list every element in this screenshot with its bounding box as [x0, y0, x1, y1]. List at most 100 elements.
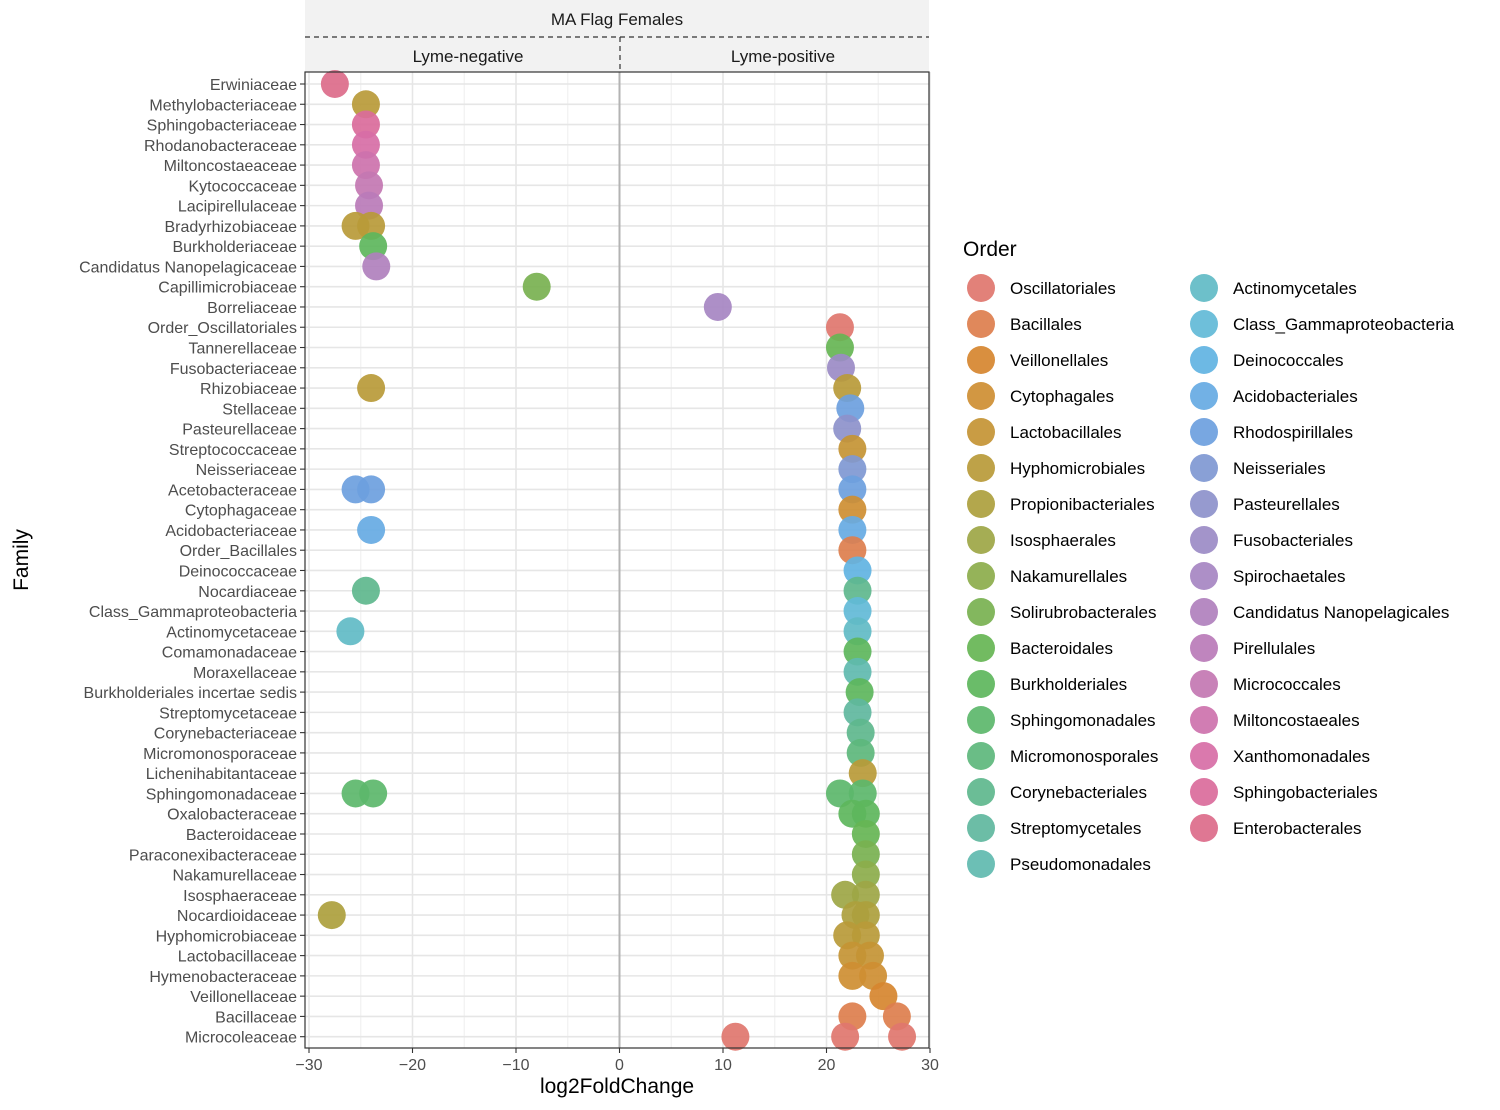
legend-label-rhodospirillales: Rhodospirillales — [1233, 423, 1353, 442]
point-bradyrhizobiaceae — [357, 211, 386, 240]
point-actinomycetaceae — [843, 617, 872, 646]
point-moraxellaceae — [843, 657, 872, 686]
y-tick-label-methylobacteriaceae: Methylobacteriaceae — [149, 97, 297, 114]
y-tick-label-capillimicrobiaceae: Capillimicrobiaceae — [158, 280, 297, 297]
data-points — [317, 70, 917, 1051]
y-tick-label-lichenihabitantaceae: Lichenihabitantaceae — [146, 766, 297, 783]
legend-label-enterobacterales: Enterobacterales — [1233, 819, 1362, 838]
legend-swatch-acidobacteriales — [1190, 382, 1218, 410]
legend-swatch-sphingobacteriales — [1190, 778, 1218, 806]
legend-label-cytophagales: Cytophagales — [1010, 387, 1114, 406]
y-tick-label-rhizobiaceae: Rhizobiaceae — [200, 381, 297, 398]
point-bacteroidaceae — [851, 819, 880, 848]
point-methylobacteriaceae — [351, 90, 380, 119]
legend-swatch-fusobacteriales — [1190, 526, 1218, 554]
point-rhizobiaceae — [357, 374, 386, 403]
y-tick-label-fusobacteriaceae: Fusobacteriaceae — [170, 361, 297, 378]
legend-swatch-miltoncostaeales — [1190, 706, 1218, 734]
legend-label-bacillales: Bacillales — [1010, 315, 1082, 334]
point-order-oscillatoriales — [825, 313, 854, 342]
y-tick-label-deinococcaceae: Deinococcaceae — [179, 563, 297, 580]
legend-swatch-sphingomonadales — [967, 706, 995, 734]
legend-label-fusobacteriales: Fusobacteriales — [1233, 531, 1353, 550]
facet-label-lyme-negative: Lyme-negative — [413, 47, 524, 66]
y-tick-label-lactobacillaceae: Lactobacillaceae — [178, 949, 297, 966]
point-nakamurellaceae — [851, 860, 880, 889]
legend-label-candidatus-nanopelagicales: Candidatus Nanopelagicales — [1233, 603, 1449, 622]
y-tick-label-oxalobacteraceae: Oxalobacteraceae — [167, 807, 297, 824]
legend-swatch-micrococcales — [1190, 670, 1218, 698]
point-sphingomonadaceae — [359, 779, 388, 808]
legend-label-propionibacteriales: Propionibacteriales — [1010, 495, 1155, 514]
y-tick-label-neisseriaceae: Neisseriaceae — [196, 462, 297, 479]
legend-swatch-micromonosporales — [967, 742, 995, 770]
y-tick-label-bacteroidaceae: Bacteroidaceae — [186, 827, 297, 844]
point-microcoleaceae — [831, 1022, 860, 1051]
x-tick-label: 10 — [714, 1057, 732, 1074]
legend-label-nakamurellales: Nakamurellales — [1010, 567, 1127, 586]
legend-label-sphingomonadales: Sphingomonadales — [1010, 711, 1156, 730]
point-hymenobacteraceae — [838, 961, 867, 990]
legend-swatch-pasteurellales — [1190, 490, 1218, 518]
legend-title: Order — [963, 238, 1017, 261]
x-tick-label: 0 — [615, 1057, 624, 1074]
legend-swatch-veillonellales — [967, 346, 995, 374]
point-borreliaceae — [703, 292, 732, 321]
y-tick-label-burkholderiales-incertae-sedis: Burkholderiales incertae sedis — [84, 685, 297, 702]
legend-label-lactobacillales: Lactobacillales — [1010, 423, 1122, 442]
point-lacipirellulaceae — [355, 191, 384, 220]
point-kytococcaceae — [355, 171, 384, 200]
legend: Order Oscillatoriales Bacillales Veillonel… — [963, 238, 1455, 878]
y-tick-label-corynebacteriaceae: Corynebacteriaceae — [154, 726, 297, 743]
legend-label-corynebacteriales: Corynebacteriales — [1010, 783, 1147, 802]
point-nocardiaceae — [351, 576, 380, 605]
point-capillimicrobiaceae — [522, 272, 551, 301]
legend-label-pasteurellales: Pasteurellales — [1233, 495, 1340, 514]
point-tannerellaceae — [825, 333, 854, 362]
legend-swatch-class-gammaproteobacteria — [1190, 310, 1218, 338]
y-axis: Erwiniaceae Methylobacteriaceae Sphingobac… — [79, 77, 305, 1047]
point-paraconexibacteraceae — [851, 840, 880, 869]
legend-swatch-nakamurellales — [967, 562, 995, 590]
legend-label-actinomycetales: Actinomycetales — [1233, 279, 1357, 298]
y-tick-label-stellaceae: Stellaceae — [222, 401, 297, 418]
legend-swatch-solirubrobacterales — [967, 598, 995, 626]
legend-label-bacteroidales: Bacteroidales — [1010, 639, 1113, 658]
point-candidatus-nanopelagicaceae — [362, 252, 391, 281]
legend-label-spirochaetales: Spirochaetales — [1233, 567, 1345, 586]
legend-swatch-bacteroidales — [967, 634, 995, 662]
x-axis: −30 −20 −10 0 10 20 30 — [295, 1048, 939, 1074]
legend-label-micromonosporales: Micromonosporales — [1010, 747, 1158, 766]
y-tick-label-cytophagaceae: Cytophagaceae — [185, 503, 297, 520]
y-tick-label-class-gammaproteobacteria: Class_Gammaproteobacteria — [89, 604, 297, 621]
y-tick-label-streptococcaceae: Streptococcaceae — [169, 442, 297, 459]
y-tick-label-hyphomicrobiaceae: Hyphomicrobiaceae — [156, 928, 298, 945]
y-tick-label-rhodanobacteraceae: Rhodanobacteraceae — [144, 138, 297, 155]
y-tick-label-acetobacteraceae: Acetobacteraceae — [168, 482, 297, 499]
point-sphingomonadaceae — [825, 779, 854, 808]
y-tick-label-acidobacteriaceae: Acidobacteriaceae — [165, 523, 297, 540]
point-neisseriaceae — [838, 455, 867, 484]
legend-label-burkholderiales: Burkholderiales — [1010, 675, 1127, 694]
point-deinococcaceae — [843, 556, 872, 585]
legend-swatch-corynebacteriales — [967, 778, 995, 806]
legend-label-class-gammaproteobacteria: Class_Gammaproteobacteria — [1233, 315, 1455, 334]
point-acetobacteraceae — [357, 475, 386, 504]
y-tick-label-nakamurellaceae: Nakamurellaceae — [172, 868, 297, 885]
x-tick-label: −30 — [295, 1057, 322, 1074]
point-nocardioidaceae — [851, 901, 880, 930]
legend-swatch-streptomycetales — [967, 814, 995, 842]
facet-strips: MA Flag Females Lyme-negative Lyme-posit… — [305, 0, 929, 72]
y-tick-label-isosphaeraceae: Isosphaeraceae — [183, 888, 297, 905]
y-tick-label-micromonosporaceae: Micromonosporaceae — [143, 746, 297, 763]
point-actinomycetaceae — [336, 617, 365, 646]
legend-label-acidobacteriales: Acidobacteriales — [1233, 387, 1358, 406]
legend-swatch-actinomycetales — [1190, 274, 1218, 302]
y-tick-label-lacipirellulaceae: Lacipirellulaceae — [178, 199, 297, 216]
point-lichenihabitantaceae — [848, 759, 877, 788]
legend-label-oscillatoriales: Oscillatoriales — [1010, 279, 1116, 298]
y-tick-label-candidatus-nanopelagicaceae: Candidatus Nanopelagicaceae — [79, 259, 297, 276]
x-tick-label: −20 — [399, 1057, 426, 1074]
legend-label-neisseriales: Neisseriales — [1233, 459, 1326, 478]
point-oxalobacteraceae — [851, 799, 880, 828]
